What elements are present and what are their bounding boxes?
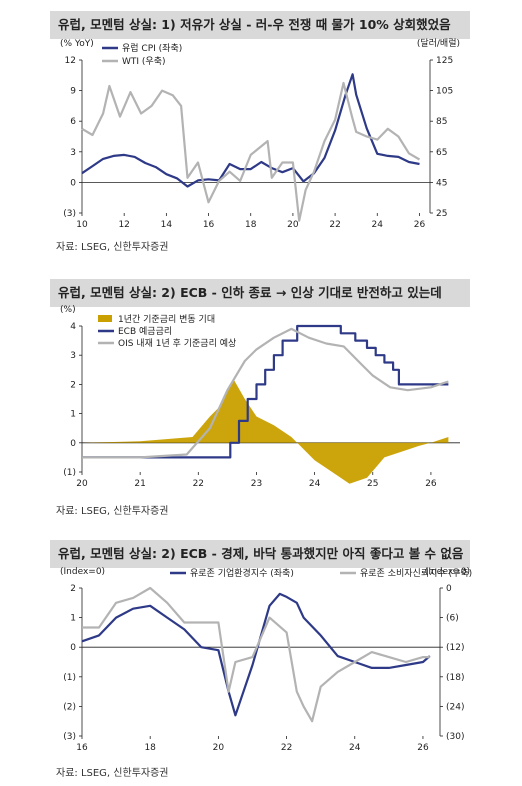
- series-line-1: [82, 586, 430, 723]
- series-line-1: [81, 81, 421, 222]
- right-axis-unit: (달러/배럴): [417, 37, 460, 49]
- y-tick-label: (3): [63, 732, 76, 742]
- y-tick-label: (1): [63, 673, 76, 683]
- x-tick-label: 26: [417, 743, 429, 753]
- left-axis-unit: (% YoY): [60, 39, 94, 49]
- y-tick-label: 0: [70, 178, 76, 188]
- x-tick-label: 16: [203, 220, 215, 230]
- left-axis-unit: (%): [60, 305, 76, 315]
- series-line-1: [82, 324, 449, 459]
- x-tick-label: 24: [372, 220, 384, 230]
- y-tick-label: 0: [70, 439, 76, 449]
- y-tick-label: (1): [63, 468, 76, 478]
- y2-tick-label: (18): [446, 673, 464, 683]
- y2-tick-label: 125: [436, 56, 453, 66]
- legend-label: OIS 내재 1년 후 기준금리 예상: [118, 338, 236, 349]
- y-tick-label: 3: [70, 351, 76, 361]
- y-tick-label: 0: [70, 643, 76, 653]
- series-line-2: [82, 327, 449, 459]
- series-area-rate-expectation: [82, 378, 449, 484]
- legend-label: 1년간 기준금리 변동 기대: [118, 314, 215, 325]
- legend-label: 유로존 소비자신뢰지수 (우축): [360, 568, 472, 579]
- x-tick-label: 20: [213, 743, 225, 753]
- x-tick-label: 21: [134, 479, 145, 489]
- x-tick-label: 16: [76, 743, 88, 753]
- y-tick-label: 1: [70, 614, 76, 624]
- chart-title: 유럽, 모멘텀 상실: 2) ECB - 경제, 바닥 통과했지만 아직 좋다고…: [50, 540, 470, 568]
- series-line-0: [81, 592, 431, 717]
- x-tick-label: 26: [425, 479, 437, 489]
- x-tick-label: 24: [349, 743, 361, 753]
- y-tick-label: 9: [70, 87, 76, 97]
- x-tick-label: 18: [144, 743, 156, 753]
- legend-swatch: [98, 315, 112, 322]
- series-line-0: [81, 73, 420, 188]
- x-tick-label: 20: [76, 479, 88, 489]
- source-note: 자료: LSEG, 신한투자증권: [56, 506, 169, 517]
- x-tick-label: 22: [329, 220, 340, 230]
- y2-tick-label: (24): [446, 702, 464, 712]
- x-tick-label: 20: [287, 220, 299, 230]
- source-note: 자료: LSEG, 신한투자증권: [56, 768, 169, 779]
- legend-label: ECB 예금금리: [118, 326, 172, 337]
- x-tick-label: 25: [367, 479, 378, 489]
- chart-title: 유럽, 모멘텀 상실: 2) ECB - 인하 종료 → 인상 기대로 반전하고…: [50, 279, 470, 307]
- y2-tick-label: (6): [446, 614, 459, 624]
- y-tick-label: 2: [70, 584, 76, 594]
- source-note: 자료: LSEG, 신한투자증권: [56, 242, 169, 253]
- y-tick-label: 4: [70, 322, 76, 332]
- x-tick-label: 23: [251, 479, 262, 489]
- y-tick-label: (2): [63, 702, 76, 712]
- y-tick-label: 12: [65, 56, 76, 66]
- x-tick-label: 22: [193, 479, 204, 489]
- legend-label: WTI (우축): [122, 56, 166, 67]
- x-tick-label: 22: [281, 743, 292, 753]
- y-tick-label: (3): [63, 209, 76, 219]
- y-tick-label: 1: [70, 410, 76, 420]
- y-tick-label: 3: [70, 148, 76, 158]
- right-axis-unit: (Index=0): [425, 567, 470, 577]
- y2-tick-label: (30): [446, 732, 464, 742]
- y2-tick-label: 65: [436, 148, 447, 158]
- chart-1-plot: (3) 0 3 6 9 12 25 45 65 85 105 125 10 12 14 16 18 20 22 24 2…: [60, 37, 460, 230]
- x-tick-label: 26: [414, 220, 426, 230]
- chart-3-plot: (3) (2) (1) 0 1 2 (30) (24) (18) (12) (6) 0 16 18 20 22…: [60, 567, 472, 753]
- y-tick-label: 6: [70, 117, 76, 127]
- y2-tick-label: (12): [446, 643, 464, 653]
- x-tick-label: 12: [118, 220, 129, 230]
- x-tick-label: 10: [76, 220, 88, 230]
- chart-panel-3: 유럽, 모멘텀 상실: 2) ECB - 경제, 바닥 통과했지만 아직 좋다고…: [0, 524, 522, 786]
- y2-tick-label: 105: [436, 87, 453, 97]
- x-tick-label: 18: [245, 220, 257, 230]
- y2-tick-label: 0: [446, 584, 452, 594]
- x-tick-label: 24: [309, 479, 321, 489]
- chart-panel-2: 유럽, 모멘텀 상실: 2) ECB - 인하 종료 → 인상 기대로 반전하고…: [0, 262, 522, 524]
- chart-title: 유럽, 모멘텀 상실: 1) 저유가 상실 - 러-우 전쟁 때 물가 10% …: [50, 11, 470, 39]
- legend-label: 유로존 기업환경지수 (좌축): [190, 567, 294, 579]
- left-axis-unit: (Index=0): [60, 567, 105, 577]
- y2-tick-label: 45: [436, 178, 447, 188]
- chart-panel-1: 유럽, 모멘텀 상실: 1) 저유가 상실 - 러-우 전쟁 때 물가 10% …: [0, 0, 522, 262]
- y-tick-label: 2: [70, 380, 76, 390]
- x-tick-label: 14: [161, 220, 173, 230]
- y2-tick-label: 25: [436, 209, 447, 219]
- legend-label: 유럽 CPI (좌축): [122, 43, 182, 54]
- y2-tick-label: 85: [436, 117, 447, 127]
